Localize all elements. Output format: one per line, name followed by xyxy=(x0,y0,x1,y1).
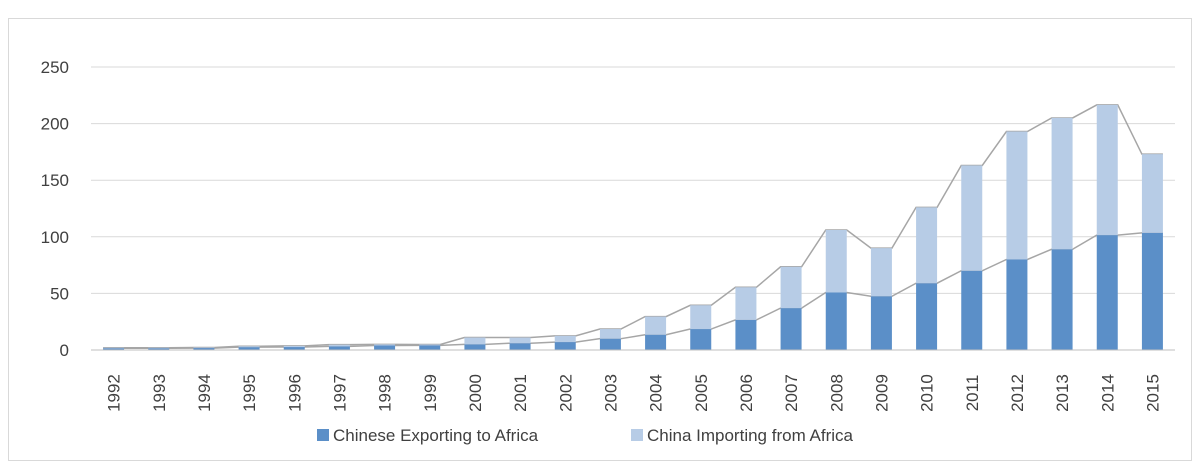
legend: Chinese Exporting to Africa China Importi… xyxy=(317,426,854,445)
bar-export-2015 xyxy=(1141,232,1163,350)
trend-lines xyxy=(103,104,1163,350)
x-tick-label: 2014 xyxy=(1098,374,1117,412)
x-tick-label: 2012 xyxy=(1008,374,1027,412)
x-tick-label: 2001 xyxy=(511,374,530,412)
bar-export-2006 xyxy=(735,319,757,350)
bar-import-2013 xyxy=(1051,117,1073,250)
bar-export-2003 xyxy=(599,338,621,350)
bar-import-2012 xyxy=(1006,131,1028,260)
x-tick-label: 2000 xyxy=(466,374,485,412)
chart-frame: 0 50 100 150 200 250 1992 1993 1994 1995 1996 1997 1… xyxy=(8,18,1192,461)
x-tick-label: 2008 xyxy=(827,374,846,412)
x-tick-label: 1998 xyxy=(376,374,395,412)
bar-export-2005 xyxy=(690,329,712,350)
bar-export-2013 xyxy=(1051,249,1073,350)
bar-export-1999 xyxy=(419,345,441,350)
x-tick-label: 2004 xyxy=(647,374,666,412)
bar-export-1994 xyxy=(193,348,215,350)
y-tick-label: 200 xyxy=(41,115,69,134)
bar-export-2011 xyxy=(961,270,983,350)
bar-import-2015 xyxy=(1141,154,1163,233)
bar-import-2005 xyxy=(690,305,712,330)
bar-export-2002 xyxy=(554,342,576,350)
x-tick-label: 1999 xyxy=(421,374,440,412)
x-tick-label: 2006 xyxy=(737,374,756,412)
bar-export-1993 xyxy=(148,348,170,350)
x-tick-label: 1995 xyxy=(240,374,259,412)
bar-export-2010 xyxy=(916,283,938,350)
bar-import-2008 xyxy=(825,230,847,293)
y-tick-label: 250 xyxy=(41,58,69,77)
bar-export-1996 xyxy=(283,347,305,350)
x-tick-label: 2010 xyxy=(918,374,937,412)
y-tick-label: 100 xyxy=(41,228,69,247)
bar-import-2001 xyxy=(509,337,531,344)
x-tick-label: 2007 xyxy=(782,374,801,412)
export-series-line xyxy=(103,232,1163,350)
axes: 0 50 100 150 200 250 1992 1993 1994 1995 1996 1997 1… xyxy=(41,58,1175,412)
legend-item-import-label: China Importing from Africa xyxy=(647,426,854,445)
bar-import-1993 xyxy=(148,347,170,349)
total-series-line xyxy=(103,104,1163,349)
x-tick-label: 2011 xyxy=(963,375,982,412)
bar-import-2004 xyxy=(645,316,667,335)
bar-export-2001 xyxy=(509,343,531,350)
bar-import-1998 xyxy=(374,344,396,346)
bar-import-2007 xyxy=(780,266,802,309)
bar-import-2002 xyxy=(554,335,576,343)
x-tick-label: 1992 xyxy=(105,374,124,412)
y-tick-label: 150 xyxy=(41,171,69,190)
bar-export-2000 xyxy=(464,344,486,350)
bar-import-2006 xyxy=(735,287,757,320)
bar-export-2008 xyxy=(825,292,847,350)
x-tick-label: 2005 xyxy=(692,374,711,412)
bar-import-2011 xyxy=(961,165,983,271)
x-tick-label: 2015 xyxy=(1143,374,1162,412)
bar-export-2004 xyxy=(645,334,667,350)
legend-item-import-swatch xyxy=(631,429,643,441)
x-tick-label: 1993 xyxy=(150,374,169,412)
x-tick-label: 1994 xyxy=(195,374,214,412)
bar-import-2010 xyxy=(916,207,938,284)
stacked-bar-chart: 0 50 100 150 200 250 1992 1993 1994 1995 1996 1997 1… xyxy=(41,58,1175,445)
bar-export-2009 xyxy=(870,296,892,350)
legend-item-export-swatch xyxy=(317,429,329,441)
bar-export-2014 xyxy=(1096,235,1118,350)
x-tick-label: 2013 xyxy=(1053,374,1072,412)
bar-export-2012 xyxy=(1006,259,1028,350)
y-tick-label: 0 xyxy=(60,341,69,360)
bar-import-1999 xyxy=(419,344,441,346)
bar-import-1992 xyxy=(103,347,125,349)
legend-item-export-label: Chinese Exporting to Africa xyxy=(333,426,539,445)
y-tick-label: 50 xyxy=(50,284,69,303)
x-tick-label: 1997 xyxy=(330,374,349,412)
x-tick-label: 2002 xyxy=(556,374,575,412)
gridlines xyxy=(91,66,1175,294)
bar-import-2000 xyxy=(464,337,486,345)
bar-import-1994 xyxy=(193,347,215,349)
bar-import-2014 xyxy=(1096,104,1118,236)
bar-import-2003 xyxy=(599,329,621,339)
bar-import-1996 xyxy=(283,345,305,348)
x-tick-label: 2003 xyxy=(601,374,620,412)
bar-import-1995 xyxy=(238,346,260,348)
x-tick-label: 2009 xyxy=(872,374,891,412)
bar-import-2009 xyxy=(870,248,892,297)
bar-import-1997 xyxy=(328,344,350,347)
bar-export-1992 xyxy=(103,348,125,350)
bar-export-1997 xyxy=(328,346,350,350)
bar-export-1998 xyxy=(374,345,396,350)
bar-export-1995 xyxy=(238,347,260,350)
bars xyxy=(103,104,1163,350)
x-tick-label: 1996 xyxy=(285,374,304,412)
bar-export-2007 xyxy=(780,308,802,350)
